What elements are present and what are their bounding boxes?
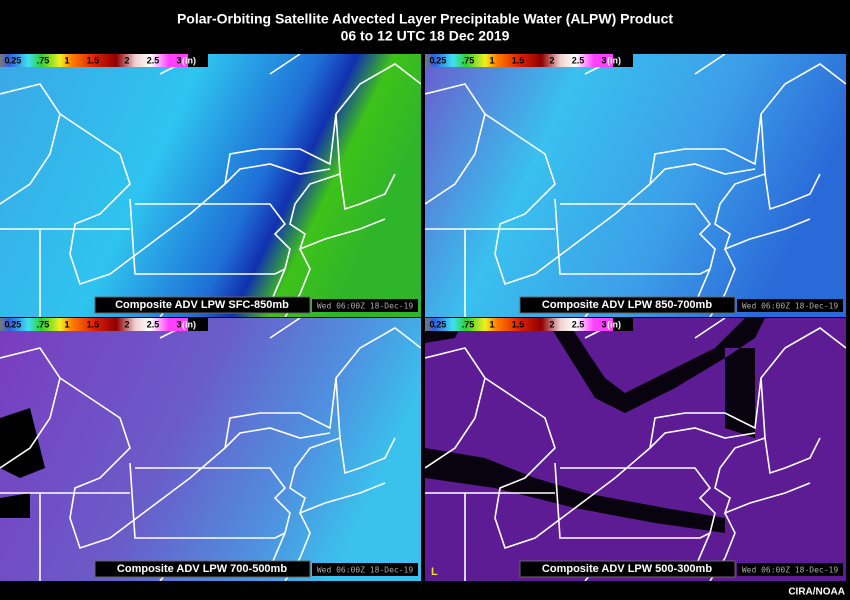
timestamp: Wed 06:00Z 18-Dec-19 <box>317 302 414 311</box>
timestamp-box <box>312 299 418 312</box>
colorbar-label: 3 <box>176 319 181 329</box>
timestamp-box <box>312 563 418 576</box>
title: Polar-Orbiting Satellite Advected Layer … <box>177 11 673 27</box>
colorbar-label: 2.5 <box>147 55 160 65</box>
colorbar-label: 1.5 <box>512 319 525 329</box>
colorbar-label: 2.5 <box>572 319 585 329</box>
colorbar-label: 1.5 <box>87 55 100 65</box>
colorbar-label: 2 <box>549 319 554 329</box>
timestamp-box <box>737 299 843 312</box>
panels: 0.25.75 1 1.5 2 2.5 3 (in)Composite ADV LPW SF… <box>0 54 846 581</box>
colorbar-label: 0 <box>429 55 434 65</box>
colorbar-label: 1 <box>64 55 69 65</box>
panel-label: Composite ADV LPW 850-700mb <box>542 299 712 311</box>
colorbar-label: 1 <box>489 319 494 329</box>
panel-label: Composite ADV LPW 700-500mb <box>117 563 287 575</box>
panel-label: Composite ADV LPW 500-300mb <box>542 563 712 575</box>
colorbar-label: 2 <box>549 55 554 65</box>
colorbar-label: (in) <box>182 55 196 65</box>
subtitle: 06 to 12 UTC 18 Dec 2019 <box>341 28 510 44</box>
colorbar-label: .75 <box>462 319 475 329</box>
colorbar-label: (in) <box>182 319 196 329</box>
map-panel: 0.25 .75 1 1.5 2 2.5 3 (in) Composite ADV LPW 85… <box>425 54 846 317</box>
panel-background <box>0 318 421 581</box>
colorbar-label: (in) <box>607 55 621 65</box>
colorbar-label: 2 <box>124 319 129 329</box>
colorbar-label: .25 <box>9 55 22 65</box>
colorbar-unit-box <box>613 54 633 67</box>
panel-label-box <box>519 296 736 314</box>
colorbar-label: 3 <box>601 55 606 65</box>
colorbar-unit-box <box>188 54 208 67</box>
colorbar <box>425 318 613 331</box>
colorbar-unit-box <box>613 318 633 331</box>
dry-region <box>0 408 45 518</box>
colorbar-label: 2.5 <box>572 55 585 65</box>
colorbar <box>0 318 188 331</box>
panel-label: Composite ADV LPW SFC-850mb <box>115 299 289 311</box>
colorbar-label: 1 <box>64 319 69 329</box>
colorbar-label: (in) <box>607 319 621 329</box>
colorbar-label: .25 <box>9 319 22 329</box>
timestamp: Wed 06:00Z 18-Dec-19 <box>742 302 839 311</box>
map-panel: 0.25 .75 1 1.5 2 2.5 3 (in) Composite ADV LPW 70… <box>0 318 421 581</box>
colorbar-label: 3 <box>176 55 181 65</box>
colorbar <box>425 54 613 67</box>
colorbar-label: 3 <box>601 319 606 329</box>
colorbar-unit-box <box>188 318 208 331</box>
panel-background <box>425 54 846 317</box>
dry-region <box>425 318 765 533</box>
panel-background <box>425 318 846 581</box>
colorbar-label: 0 <box>4 55 9 65</box>
map-panel: 0.25 .75 1 1.5 2 2.5 3 (in) Composite ADV LPW 50… <box>425 318 846 581</box>
colorbar-label: .25 <box>434 55 447 65</box>
low-marker: L <box>431 566 438 578</box>
timestamp: Wed 06:00Z 18-Dec-19 <box>317 566 414 575</box>
colorbar-label: 1.5 <box>87 319 100 329</box>
colorbar-label: 1.5 <box>512 55 525 65</box>
colorbar-label: 2.5 <box>147 319 160 329</box>
map-panel: 0.25 .75 1 1.5 2 2.5 3 (in) Composite ADV LPW SF… <box>0 54 421 317</box>
timestamp: Wed 06:00Z 18-Dec-19 <box>742 566 839 575</box>
colorbar-label: 0 <box>4 319 9 329</box>
colorbar-label: 0 <box>429 319 434 329</box>
panel-label-box <box>519 560 736 578</box>
panel-label-box <box>94 296 311 314</box>
colorbar-label: .75 <box>37 319 50 329</box>
colorbar-label: .75 <box>37 55 50 65</box>
panel-label-box <box>94 560 311 578</box>
colorbar-label: 2 <box>124 55 129 65</box>
colorbar <box>0 54 188 67</box>
panel-background <box>0 54 421 317</box>
colorbar-label: .25 <box>434 319 447 329</box>
timestamp-box <box>737 563 843 576</box>
colorbar-label: 1 <box>489 55 494 65</box>
colorbar-label: .75 <box>462 55 475 65</box>
credit: CIRA/NOAA <box>788 587 845 598</box>
